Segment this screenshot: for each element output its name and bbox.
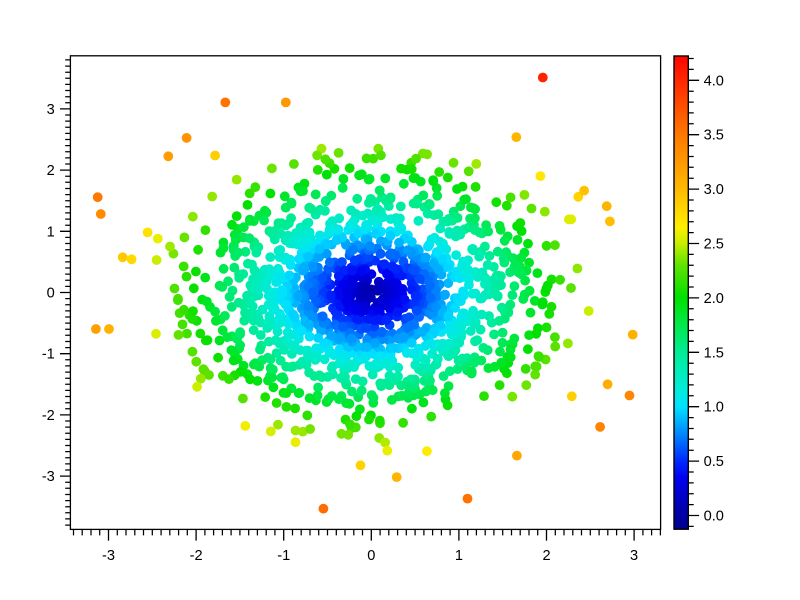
svg-text:3: 3 xyxy=(47,102,55,118)
svg-text:-1: -1 xyxy=(277,548,290,564)
svg-text:-2: -2 xyxy=(190,548,203,564)
svg-text:3.5: 3.5 xyxy=(704,128,724,144)
svg-text:2: 2 xyxy=(542,548,550,564)
svg-text:-2: -2 xyxy=(42,408,55,424)
svg-text:1: 1 xyxy=(47,224,55,240)
svg-text:1: 1 xyxy=(455,548,463,564)
svg-text:3: 3 xyxy=(630,548,638,564)
svg-text:0: 0 xyxy=(47,286,55,302)
svg-text:2.0: 2.0 xyxy=(704,291,724,307)
svg-text:-3: -3 xyxy=(102,548,115,564)
svg-text:-1: -1 xyxy=(42,347,55,363)
svg-text:0.0: 0.0 xyxy=(704,509,724,525)
svg-text:0.5: 0.5 xyxy=(704,454,724,470)
svg-text:2: 2 xyxy=(47,163,55,179)
svg-text:1.0: 1.0 xyxy=(704,400,724,416)
svg-text:1.5: 1.5 xyxy=(704,345,724,361)
svg-text:0: 0 xyxy=(367,548,375,564)
svg-text:2.5: 2.5 xyxy=(704,237,724,253)
svg-text:-3: -3 xyxy=(42,469,55,485)
svg-text:4.0: 4.0 xyxy=(704,73,724,89)
svg-text:3.0: 3.0 xyxy=(704,182,724,198)
